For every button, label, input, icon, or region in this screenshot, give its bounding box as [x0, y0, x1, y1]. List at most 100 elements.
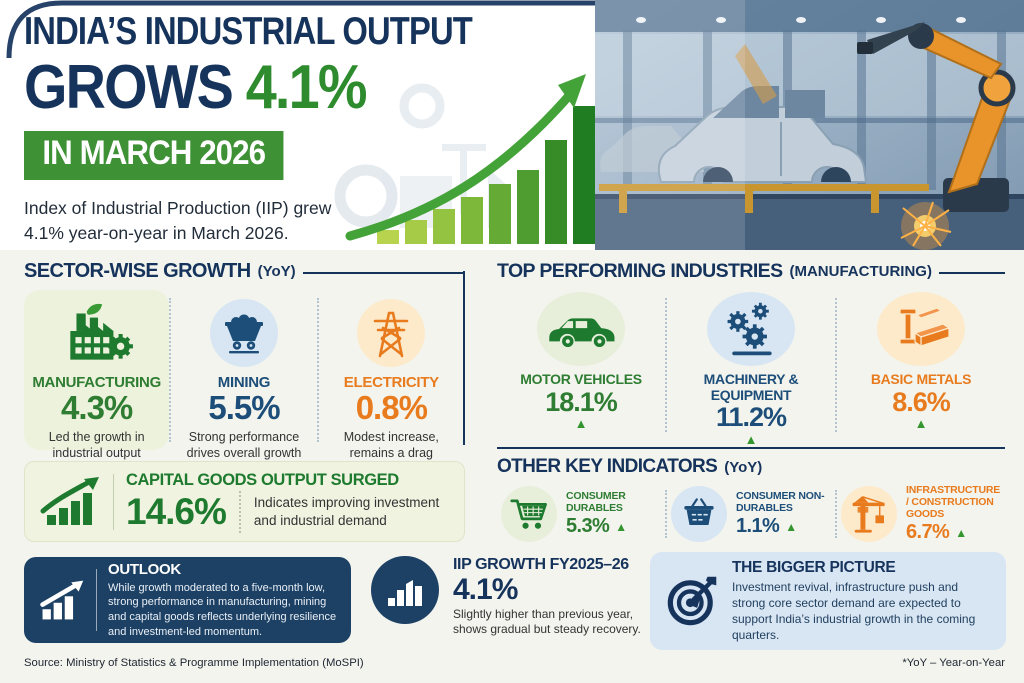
- bars-arrow-icon-white: [40, 580, 84, 620]
- trend-bars: [377, 106, 595, 244]
- industry-label: MACHINERY & EQUIPMENT: [703, 371, 799, 403]
- divider: [665, 298, 667, 432]
- factory-photo: [595, 0, 1024, 250]
- industry-value: 8.6%: [892, 386, 951, 417]
- top-industries-heading: TOP PERFORMING INDUSTRIES: [497, 260, 783, 282]
- up-triangle-icon: ▲: [785, 519, 798, 534]
- industry-label: BASIC METALS: [870, 371, 972, 387]
- indicator-consumer-durables: CONSUMER DURABLES 5.3% ▲: [497, 482, 665, 546]
- outlook-body: While growth moderated to a five-month l…: [108, 581, 337, 638]
- growth-arrow: [345, 85, 579, 241]
- sector-value: 0.8%: [355, 389, 428, 426]
- capital-goods-box: CAPITAL GOODS OUTPUT SURGED 14.6% Indica…: [24, 461, 465, 542]
- other-indicators-heading: OTHER KEY INDICATORS: [497, 456, 718, 477]
- sector-growth-heading: SECTOR-WISE GROWTH: [24, 260, 251, 282]
- header: INDIA’S INDUSTRIAL OUTPUT GROWS 4.1% IN …: [24, 10, 557, 246]
- indicator-label: INFRASTRUCTURE / CONSTRUCTION GOODS: [906, 483, 1001, 521]
- heading-rule: [302, 272, 465, 274]
- iip-growth-block: IIP GROWTH FY2025–26 4.1% Slightly highe…: [371, 556, 661, 638]
- sector-mining: MINING 5.5% Strong performance drives ov…: [171, 290, 316, 460]
- up-triangle-icon: ▲: [744, 432, 758, 448]
- source-note: Source: Ministry of Statistics & Program…: [24, 657, 364, 669]
- sector-growth-heading-suffix: (YoY): [257, 263, 296, 280]
- industry-motor-vehicles: MOTOR VEHICLES 18.1% ▲: [497, 290, 665, 440]
- mine-cart-icon: [224, 314, 263, 354]
- sector-label: MINING: [217, 374, 271, 391]
- header-subtitle: Index of Industrial Production (IIP) gre…: [24, 197, 332, 243]
- outlook-heading: OUTLOOK: [108, 560, 181, 578]
- industry-value: 11.2%: [715, 402, 787, 433]
- top-accent-line: [6, 0, 602, 59]
- sector-manufacturing: MANUFACTURING 4.3% Led the growth in ind…: [24, 290, 170, 460]
- indicator-label: CONSUMER DURABLES: [566, 489, 626, 514]
- iip-bars-icon: [388, 580, 422, 606]
- industry-basic-metals: BASIC METALS 8.6% ▲: [837, 290, 1005, 440]
- sector-growth-heading-row: SECTOR-WISE GROWTH (YoY): [24, 260, 465, 283]
- other-indicators-row: CONSUMER DURABLES 5.3% ▲: [497, 482, 1005, 546]
- month-banner: IN MARCH 2026: [24, 130, 284, 180]
- indicator-value: 6.7%: [906, 521, 950, 544]
- industry-value: 18.1%: [545, 386, 618, 417]
- bars-arrow-icon: [40, 476, 99, 525]
- page-title: INDIA’S INDUSTRIAL OUTPUT: [24, 10, 473, 53]
- car-icon: [549, 318, 615, 348]
- headline-value: 4.1%: [245, 52, 368, 122]
- iip-heading: IIP GROWTH FY2025–26: [453, 556, 629, 573]
- gears-icon: [727, 302, 772, 356]
- indicator-value: 5.3%: [566, 515, 610, 538]
- industry-label: MOTOR VEHICLES: [520, 371, 642, 387]
- divider: [316, 298, 319, 442]
- power-tower-icon: [374, 311, 409, 358]
- top-industries-heading-suffix: (MANUFACTURING): [789, 263, 932, 280]
- indicator-label: CONSUMER NON-DURABLES: [736, 489, 825, 514]
- iip-desc: Slightly higher than previous year, show…: [453, 606, 641, 637]
- capital-goods-desc: Indicates improving investment and indus…: [253, 494, 440, 528]
- sector-desc: Led the growth in industrial output: [48, 429, 145, 460]
- divider: [169, 298, 172, 442]
- headline-grows-word: GROWS: [24, 52, 246, 122]
- divider: [835, 298, 837, 432]
- sector-desc: Modest increase, remains a drag: [343, 429, 439, 460]
- industry-machinery: MACHINERY & EQUIPMENT 11.2% ▲: [667, 290, 835, 446]
- top-industries-heading-row: TOP PERFORMING INDUSTRIES (MANUFACTURING…: [497, 260, 1005, 283]
- headline-grows: GROWS 4.1%: [24, 56, 504, 119]
- basket-icon: [684, 498, 714, 525]
- divider: [835, 490, 837, 538]
- divider: [238, 490, 241, 533]
- sector-value: 4.3%: [61, 389, 133, 426]
- yoy-note: *YoY – Year-on-Year: [902, 657, 1005, 669]
- up-triangle-icon: ▲: [615, 519, 628, 534]
- top-industries-row: MOTOR VEHICLES 18.1% ▲: [497, 290, 1005, 446]
- bigger-picture-heading: THE BIGGER PICTURE: [732, 558, 896, 576]
- sector-value: 5.5%: [208, 389, 280, 426]
- divider: [113, 473, 114, 530]
- shopping-cart-icon: [510, 499, 547, 529]
- ceiling-lights: [636, 17, 966, 23]
- capital-goods-value: 14.6%: [126, 491, 227, 532]
- capital-goods-heading: CAPITAL GOODS OUTPUT SURGED: [126, 470, 399, 489]
- robot-arm: [735, 22, 1016, 212]
- gear: [107, 334, 133, 359]
- bigger-picture-body: Investment revival, infrastructure push …: [732, 579, 976, 643]
- heading-rule: [938, 272, 1005, 274]
- indicator-value: 1.1%: [736, 515, 780, 538]
- target-dart-icon: [667, 576, 717, 626]
- sector-growth-row: MANUFACTURING 4.3% Led the growth in ind…: [24, 290, 464, 460]
- bigger-picture-box: THE BIGGER PICTURE Investment revival, i…: [650, 552, 1006, 650]
- sector-label: MANUFACTURING: [32, 374, 161, 391]
- steel-beams-icon: [899, 307, 951, 348]
- divider: [665, 490, 667, 538]
- section-divider: [497, 447, 1005, 449]
- divider: [96, 569, 97, 631]
- sector-desc: Strong performance drives overall growth: [186, 429, 302, 460]
- up-triangle-icon: ▲: [955, 525, 968, 540]
- heading-bracket: [463, 271, 465, 445]
- other-indicators-heading-suffix: (YoY): [724, 458, 763, 476]
- indicator-consumer-non-durables: CONSUMER NON-DURABLES 1.1% ▲: [667, 482, 835, 546]
- other-indicators-heading-row: OTHER KEY INDICATORS (YoY): [497, 456, 762, 478]
- growth-bar-chart: [334, 74, 595, 244]
- factory-icon: [69, 303, 133, 360]
- sector-electricity: ELECTRICITY 0.8% Modest increase, remain…: [319, 290, 464, 460]
- sector-label: ELECTRICITY: [343, 374, 439, 391]
